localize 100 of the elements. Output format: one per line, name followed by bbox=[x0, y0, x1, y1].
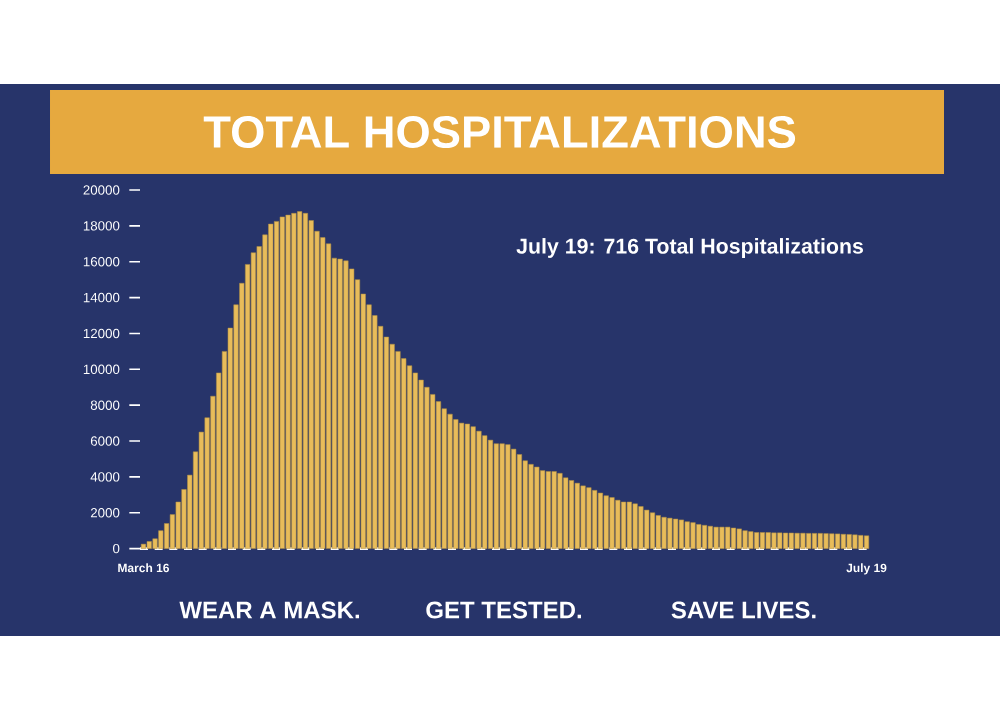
bar bbox=[621, 501, 627, 549]
bar bbox=[470, 426, 476, 549]
bar bbox=[563, 477, 569, 549]
bar bbox=[511, 448, 517, 549]
bar bbox=[424, 386, 430, 549]
bar bbox=[447, 413, 453, 549]
bar bbox=[748, 531, 754, 549]
bar bbox=[615, 499, 621, 549]
bar bbox=[435, 401, 442, 549]
bar bbox=[632, 503, 638, 549]
bar bbox=[609, 497, 615, 549]
chart-title: TOTAL HOSPITALIZATIONS bbox=[203, 115, 796, 149]
bar bbox=[522, 460, 528, 549]
bar bbox=[840, 534, 846, 549]
bar bbox=[794, 532, 800, 549]
bar bbox=[268, 223, 274, 549]
bar bbox=[863, 535, 870, 549]
bar bbox=[754, 532, 760, 549]
bar bbox=[453, 419, 459, 549]
bar bbox=[488, 439, 494, 549]
bar bbox=[788, 532, 794, 549]
bar bbox=[586, 487, 592, 549]
bar bbox=[152, 538, 158, 549]
bar bbox=[297, 211, 303, 549]
bar bbox=[568, 480, 575, 549]
bar bbox=[343, 260, 349, 549]
bar bbox=[783, 532, 789, 549]
bar bbox=[279, 216, 285, 549]
bar bbox=[516, 454, 522, 549]
bar bbox=[476, 430, 482, 549]
bar bbox=[713, 526, 719, 549]
text: SAVE LIVES. bbox=[671, 601, 816, 619]
bar bbox=[835, 533, 841, 549]
bar bbox=[291, 213, 297, 549]
bar bbox=[644, 509, 650, 549]
bar bbox=[667, 517, 673, 549]
bar bbox=[684, 521, 690, 549]
bar bbox=[811, 533, 818, 549]
bar bbox=[649, 512, 656, 549]
bar bbox=[158, 530, 164, 549]
bar bbox=[580, 485, 586, 549]
bar bbox=[759, 532, 765, 549]
bar bbox=[725, 526, 731, 549]
bar bbox=[678, 519, 684, 549]
bar bbox=[412, 372, 418, 549]
bar bbox=[603, 495, 609, 549]
bar bbox=[418, 379, 424, 549]
bar bbox=[673, 518, 679, 549]
bar bbox=[499, 443, 505, 549]
annotation: July 19: 716 Total Hospitalizations bbox=[516, 238, 863, 258]
bar bbox=[655, 515, 661, 549]
bar bbox=[528, 464, 534, 549]
bar bbox=[592, 490, 598, 549]
bar bbox=[736, 528, 742, 549]
bar bbox=[638, 506, 644, 549]
text: WEAR A MASK. bbox=[179, 601, 359, 619]
bar bbox=[482, 435, 488, 549]
bar bbox=[389, 343, 395, 549]
bar bbox=[823, 533, 829, 549]
bar bbox=[320, 237, 326, 549]
bar bbox=[540, 470, 546, 549]
bar bbox=[626, 501, 632, 549]
bar bbox=[574, 482, 580, 549]
bar bbox=[273, 221, 280, 549]
bar bbox=[742, 530, 748, 549]
bar bbox=[806, 533, 812, 549]
bar bbox=[765, 532, 771, 549]
bar bbox=[707, 525, 713, 549]
bar bbox=[557, 473, 563, 549]
bar bbox=[337, 258, 343, 549]
bar bbox=[661, 516, 667, 549]
bar bbox=[441, 408, 447, 549]
bar bbox=[285, 214, 291, 549]
bar bbox=[146, 541, 152, 549]
bar bbox=[858, 535, 864, 549]
bar bbox=[597, 492, 603, 549]
bar bbox=[534, 466, 540, 549]
bar bbox=[551, 471, 557, 549]
bar bbox=[407, 365, 413, 549]
bar bbox=[817, 533, 823, 549]
bar bbox=[326, 243, 332, 549]
bar bbox=[852, 534, 858, 549]
bar bbox=[846, 534, 852, 549]
bar bbox=[545, 471, 551, 549]
bar bbox=[493, 443, 499, 549]
bar bbox=[829, 533, 835, 549]
text: GET TESTED. bbox=[426, 601, 582, 619]
bar bbox=[302, 213, 308, 549]
bar bbox=[459, 422, 465, 549]
bar bbox=[308, 220, 314, 549]
bar bbox=[771, 532, 777, 549]
bar bbox=[800, 532, 806, 549]
bar bbox=[464, 423, 470, 549]
bar bbox=[690, 522, 696, 549]
bar bbox=[430, 394, 436, 549]
bar bbox=[349, 268, 355, 549]
bar bbox=[250, 252, 256, 549]
bar bbox=[505, 444, 511, 549]
bar bbox=[719, 526, 725, 549]
bar bbox=[696, 524, 702, 549]
